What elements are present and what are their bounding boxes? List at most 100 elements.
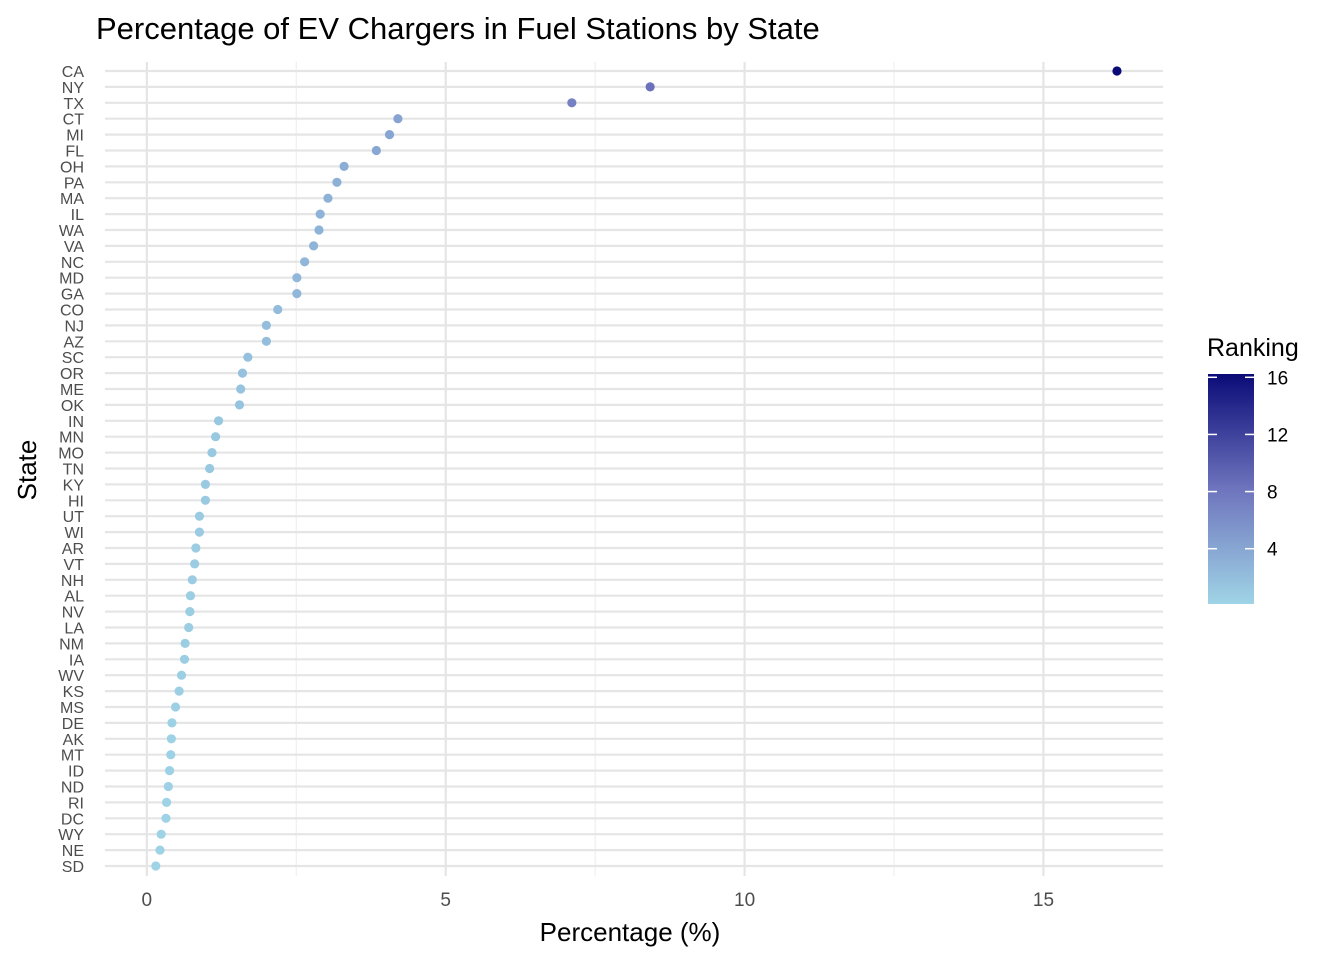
- y-tick-label: TX: [64, 96, 85, 113]
- x-axis-title: Percentage (%): [540, 917, 721, 947]
- y-tick-label: SD: [62, 859, 84, 876]
- legend-ticks: 4 8 12 16: [1208, 368, 1288, 561]
- y-tick-label: CA: [62, 64, 85, 81]
- y-tick-label: MI: [66, 128, 84, 145]
- data-point-tn: [205, 463, 215, 474]
- y-tick-label: NV: [62, 605, 85, 622]
- data-point-mn: [210, 432, 221, 442]
- data-point-ne: [155, 845, 165, 855]
- data-point-ga: [292, 289, 302, 299]
- y-tick-label: HI: [68, 493, 84, 510]
- data-point-il: [315, 209, 325, 219]
- data-point-ma: [323, 193, 333, 203]
- legend-tick-label: 4: [1267, 540, 1278, 561]
- y-tick-label: GA: [61, 287, 84, 304]
- data-point-dc: [161, 813, 171, 823]
- y-tick-label: ME: [60, 382, 84, 399]
- y-tick-label: LA: [64, 621, 84, 638]
- y-tick-label: SC: [62, 350, 84, 367]
- data-point-sc: [243, 352, 253, 362]
- y-tick-label: MO: [58, 446, 84, 463]
- y-tick-label: NE: [62, 843, 84, 860]
- y-tick-label: MA: [60, 191, 84, 208]
- data-point-ms: [170, 702, 181, 712]
- y-tick-label: UT: [63, 509, 85, 526]
- y-tick-label: VA: [64, 239, 84, 256]
- data-point-md: [292, 273, 302, 283]
- legend-tick-label: 12: [1267, 425, 1288, 446]
- data-point-nj: [261, 320, 271, 330]
- data-point-mt: [166, 750, 176, 760]
- data-point-fl: [371, 145, 381, 156]
- y-tick-label: DC: [61, 811, 84, 828]
- y-tick-label: MS: [60, 700, 84, 717]
- y-tick-label: NH: [61, 573, 84, 590]
- y-tick-label: RI: [68, 795, 84, 812]
- y-tick-label: AK: [63, 732, 85, 749]
- data-point-la: [184, 622, 194, 633]
- legend-title: Ranking: [1207, 334, 1299, 362]
- data-point-de: [167, 718, 177, 728]
- y-tick-label: CO: [60, 303, 84, 320]
- data-point-me: [236, 384, 246, 394]
- data-point-ca: [1112, 66, 1122, 76]
- data-point-ar: [191, 543, 201, 553]
- data-point-wv: [176, 670, 187, 680]
- data-point-ny: [645, 82, 655, 92]
- legend-colorbar: [1208, 374, 1254, 604]
- data-point-nc: [300, 257, 310, 267]
- data-point-az: [261, 336, 271, 346]
- y-tick-label: MD: [59, 271, 84, 288]
- y-tick-label: IN: [68, 414, 84, 431]
- legend: Ranking 4 8 12 16: [1207, 334, 1299, 604]
- y-tick-label: WY: [58, 827, 84, 844]
- y-tick-label: CT: [63, 112, 85, 129]
- data-point-hi: [200, 495, 211, 505]
- x-tick-label: 0: [142, 890, 153, 911]
- y-tick-label: OH: [60, 159, 84, 176]
- y-tick-label: OK: [61, 398, 84, 415]
- data-point-ky: [200, 479, 211, 489]
- y-tick-label: OR: [60, 366, 84, 383]
- data-point-oh: [339, 161, 349, 171]
- data-point-nh: [187, 575, 197, 585]
- data-point-va: [309, 241, 319, 251]
- y-tick-label: NY: [62, 80, 85, 97]
- data-point-nd: [163, 781, 173, 792]
- data-point-id: [164, 766, 175, 776]
- data-point-al: [185, 591, 196, 601]
- y-tick-label: IA: [69, 652, 84, 669]
- legend-tick-label: 16: [1267, 368, 1288, 389]
- data-point-ks: [174, 686, 184, 696]
- data-point-vt: [190, 559, 200, 569]
- y-tick-label: ND: [61, 780, 84, 797]
- data-point-tx: [567, 98, 577, 108]
- y-tick-label: WA: [59, 223, 85, 240]
- data-point-or: [237, 368, 248, 378]
- y-tick-label: AZ: [64, 334, 85, 351]
- y-tick-label: KY: [63, 477, 85, 494]
- data-point-mi: [384, 130, 395, 140]
- data-point-ok: [234, 400, 245, 410]
- y-tick-label: FL: [65, 144, 84, 161]
- x-tick-label: 15: [1033, 890, 1054, 911]
- x-tick-label: 5: [440, 890, 451, 911]
- y-tick-label: WV: [58, 668, 84, 685]
- data-points: [151, 66, 1122, 871]
- y-tick-label: DE: [62, 716, 84, 733]
- y-axis-ticks: CANYTXCTMIFLOHPAMAILWAVANCMDGACONJAZSCOR…: [58, 64, 84, 876]
- data-point-ia: [179, 654, 190, 664]
- data-point-pa: [332, 177, 342, 187]
- data-point-wi: [194, 527, 205, 537]
- y-tick-label: TN: [63, 462, 84, 479]
- data-point-mo: [207, 448, 217, 458]
- y-tick-label: AR: [62, 541, 84, 558]
- y-tick-label: VT: [64, 557, 85, 574]
- x-axis-ticks: 0 5 10 15: [142, 890, 1054, 911]
- data-point-nm: [180, 638, 190, 649]
- chart-title: Percentage of EV Chargers in Fuel Statio…: [96, 11, 820, 46]
- x-tick-label: 10: [734, 890, 755, 911]
- data-point-ak: [166, 734, 176, 744]
- data-point-nv: [185, 607, 195, 617]
- y-tick-label: PA: [64, 175, 84, 192]
